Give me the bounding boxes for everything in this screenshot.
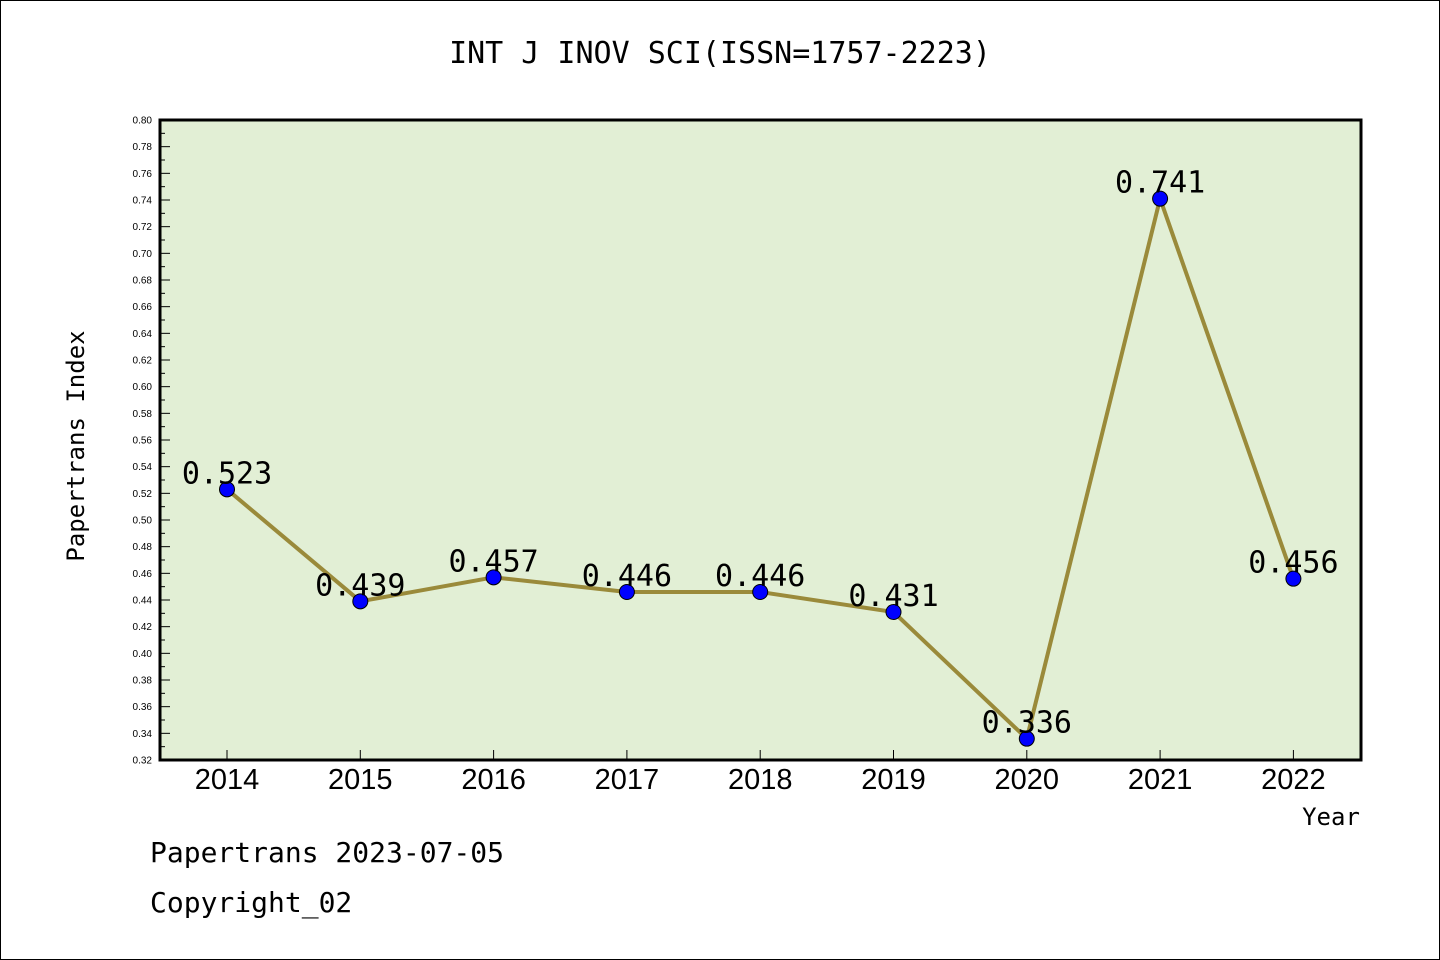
data-point — [752, 584, 769, 600]
y-tick-label: 0.42 — [133, 622, 153, 633]
y-tick-label: 0.78 — [133, 142, 153, 153]
data-label: 0.446 — [715, 559, 805, 594]
data-point — [1018, 730, 1035, 747]
x-tick-label: 2022 — [1261, 764, 1326, 796]
y-tick-label: 0.60 — [133, 382, 153, 393]
data-point — [885, 604, 902, 620]
x-tick-label: 2018 — [728, 764, 793, 796]
x-tick-label: 2020 — [995, 764, 1060, 796]
y-tick-label: 0.62 — [133, 356, 153, 367]
plot-border — [158, 118, 1363, 762]
y-tick-label: 0.58 — [133, 409, 153, 420]
y-axis-title: Papertrans Index — [62, 330, 90, 561]
data-label: 0.431 — [848, 579, 938, 614]
chart-title: INT J INOV SCI(ISSN=1757-2223) — [449, 36, 991, 71]
x-axis-title: Year — [1302, 803, 1360, 831]
y-tick-label: 0.54 — [133, 462, 153, 473]
y-tick-label: 0.64 — [133, 329, 153, 340]
y-tick-label: 0.34 — [133, 729, 153, 740]
data-label: 0.457 — [448, 544, 538, 579]
x-tick-label: 2014 — [195, 764, 260, 796]
data-label: 0.741 — [1115, 166, 1205, 201]
y-tick-label: 0.56 — [133, 436, 153, 447]
y-tick-label: 0.32 — [133, 756, 153, 767]
y-tick-label: 0.80 — [133, 116, 153, 127]
x-tick-label: 2017 — [595, 764, 660, 796]
x-tick-label: 2019 — [861, 764, 926, 796]
y-tick-label: 0.74 — [133, 196, 153, 207]
y-tick-label: 0.40 — [133, 649, 153, 660]
data-point — [352, 593, 369, 610]
data-point — [485, 569, 502, 586]
data-label: 0.336 — [982, 706, 1072, 741]
x-tick-label: 2021 — [1128, 764, 1193, 796]
y-tick-label: 0.66 — [133, 302, 153, 313]
data-point — [1152, 190, 1169, 207]
footer-date: Papertrans 2023-07-05 — [150, 836, 505, 869]
data-label: 0.446 — [582, 559, 672, 594]
x-tick-label: 2016 — [461, 764, 526, 796]
data-label: 0.523 — [182, 456, 272, 491]
plot-background — [160, 120, 1361, 760]
y-tick-label: 0.38 — [133, 676, 153, 687]
y-tick-label: 0.36 — [133, 702, 153, 713]
y-tick-label: 0.72 — [133, 222, 153, 233]
y-tick-label: 0.48 — [133, 542, 153, 553]
data-label: 0.439 — [315, 568, 405, 603]
x-tick-label: 2015 — [328, 764, 393, 796]
y-tick-label: 0.68 — [133, 276, 153, 287]
y-tick-label: 0.70 — [133, 249, 153, 260]
data-label: 0.456 — [1248, 546, 1338, 581]
data-point — [1285, 570, 1302, 587]
data-point — [618, 584, 635, 600]
y-tick-label: 0.44 — [133, 596, 153, 607]
y-tick-label: 0.50 — [133, 516, 153, 527]
data-point — [219, 481, 235, 498]
y-tick-label: 0.52 — [133, 489, 153, 500]
footer-copyright: Copyright_02 — [150, 886, 353, 919]
y-tick-label: 0.76 — [133, 169, 153, 180]
y-tick-label: 0.46 — [133, 569, 153, 580]
